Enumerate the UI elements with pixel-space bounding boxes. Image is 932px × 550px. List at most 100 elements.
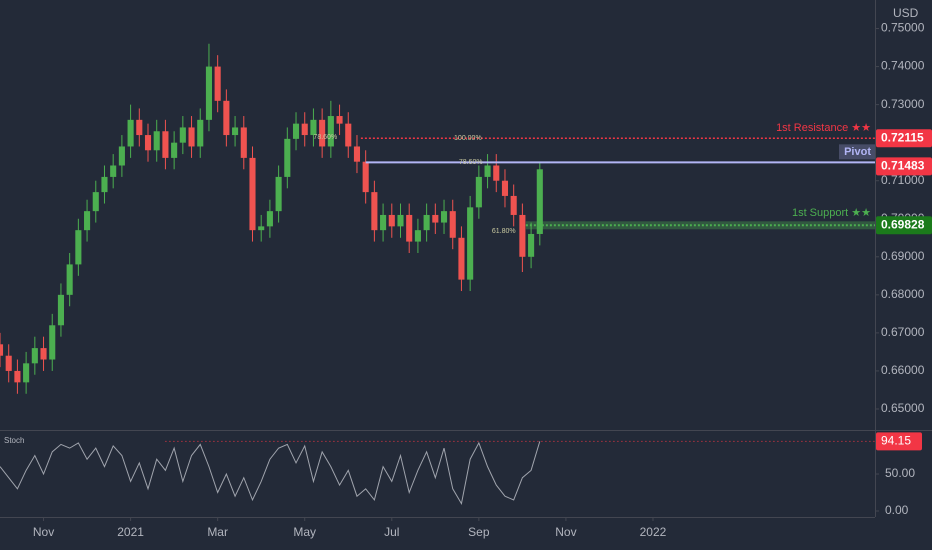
level-badge bbox=[876, 157, 932, 176]
x-tick-label: 2021 bbox=[117, 525, 144, 539]
candle-body bbox=[136, 119, 143, 136]
y-tick-label: 0.74000 bbox=[881, 59, 925, 73]
candle-body bbox=[57, 294, 64, 326]
candle-body bbox=[423, 214, 430, 231]
candle-body bbox=[205, 66, 213, 120]
candle-body bbox=[127, 119, 134, 147]
level-badge-label: 0.71483 bbox=[881, 159, 925, 173]
x-tick-label: Sep bbox=[468, 525, 490, 539]
candle-body bbox=[171, 142, 178, 158]
indicator-badge-label: 94.15 bbox=[881, 434, 911, 448]
level-badge-label: 0.72115 bbox=[881, 130, 924, 144]
candle-body bbox=[249, 157, 256, 231]
x-tick-label: Mar bbox=[207, 525, 228, 539]
candle-body bbox=[5, 355, 12, 371]
candle-body bbox=[266, 211, 273, 227]
candle-body bbox=[223, 100, 230, 136]
candle-body bbox=[536, 169, 543, 234]
level-badge-label: 0.69828 bbox=[881, 217, 925, 231]
candle-body bbox=[144, 135, 152, 151]
candle-body bbox=[240, 127, 247, 158]
candle-body bbox=[101, 176, 108, 193]
indicator-line bbox=[0, 441, 541, 505]
x-tick-label: Nov bbox=[33, 525, 54, 539]
candle-body bbox=[232, 127, 239, 136]
candle-body bbox=[440, 211, 448, 223]
candle-body bbox=[162, 131, 169, 158]
x-tick-label: May bbox=[293, 525, 316, 539]
candle-body bbox=[92, 192, 99, 212]
y-tick-label: 0.71000 bbox=[881, 173, 925, 187]
candle-body bbox=[388, 214, 395, 227]
fib-label: 78.60% bbox=[313, 134, 337, 141]
indicator-name: Stoch bbox=[4, 436, 24, 445]
candle-body bbox=[153, 131, 160, 151]
level-band bbox=[525, 221, 875, 230]
candle-body bbox=[188, 127, 195, 147]
candle-body bbox=[14, 370, 21, 383]
fib-label: 61.80% bbox=[492, 228, 516, 235]
candle-body bbox=[110, 165, 117, 177]
candle-body bbox=[275, 176, 282, 212]
candle-body bbox=[214, 66, 221, 101]
candle-body bbox=[258, 226, 265, 231]
candle-body bbox=[23, 363, 30, 383]
indicator-y-tick-label: 50.00 bbox=[885, 466, 915, 480]
candle-body bbox=[371, 192, 378, 231]
level-badge bbox=[876, 216, 932, 235]
level-label-box bbox=[839, 144, 875, 160]
indicator-y-tick-label: 0.00 bbox=[885, 503, 909, 517]
candle-body bbox=[510, 195, 517, 215]
candle-body bbox=[493, 165, 500, 181]
candle-body bbox=[327, 116, 334, 147]
candle-body bbox=[179, 127, 186, 143]
level-label: Pivot bbox=[844, 146, 871, 158]
y-tick-label: 0.73000 bbox=[881, 97, 925, 111]
y-tick-label: 0.75000 bbox=[881, 21, 925, 35]
candle-body bbox=[319, 119, 326, 147]
candle-body bbox=[75, 230, 82, 265]
candle-body bbox=[519, 214, 526, 257]
level-badge bbox=[876, 129, 932, 148]
candle-body bbox=[501, 180, 509, 196]
candle-body bbox=[336, 116, 343, 124]
candle-body bbox=[528, 233, 535, 257]
y-tick-label: 0.66000 bbox=[881, 363, 925, 377]
x-tick-label: Nov bbox=[555, 525, 576, 539]
candle-body bbox=[0, 344, 4, 356]
y-tick-label: 0.67000 bbox=[881, 325, 925, 339]
candle-body bbox=[414, 230, 421, 242]
candle-body bbox=[84, 211, 91, 231]
fib-label: 78.60% bbox=[459, 159, 483, 166]
candle-body bbox=[380, 214, 387, 231]
candle-body bbox=[406, 214, 413, 242]
candle-body bbox=[66, 264, 73, 295]
candle-body bbox=[467, 207, 474, 280]
y-tick-label: 0.65000 bbox=[881, 401, 925, 415]
candle-body bbox=[284, 138, 291, 177]
candle-body bbox=[118, 146, 125, 166]
candle-body bbox=[49, 325, 56, 360]
candle-body bbox=[475, 176, 482, 208]
y-tick-label: 0.68000 bbox=[881, 287, 925, 301]
candle-body bbox=[197, 119, 204, 147]
level-label: 1st Resistance ★★ bbox=[776, 122, 871, 134]
candle-body bbox=[362, 161, 369, 193]
candle-body bbox=[449, 211, 456, 238]
candle-body bbox=[345, 123, 352, 147]
x-tick-label: Jul bbox=[384, 525, 399, 539]
fib-label: 100.00% bbox=[454, 135, 482, 142]
candle-body bbox=[484, 165, 491, 177]
candle-body bbox=[458, 237, 465, 280]
level-label: 1st Support ★★ bbox=[792, 207, 871, 219]
currency-label: USD bbox=[893, 6, 919, 20]
x-tick-label: 2022 bbox=[640, 525, 667, 539]
y-tick-label: 0.69000 bbox=[881, 249, 925, 263]
candle-body bbox=[40, 348, 47, 360]
candle-body bbox=[31, 348, 38, 364]
candle-body bbox=[292, 123, 300, 139]
candle-body bbox=[432, 214, 439, 223]
